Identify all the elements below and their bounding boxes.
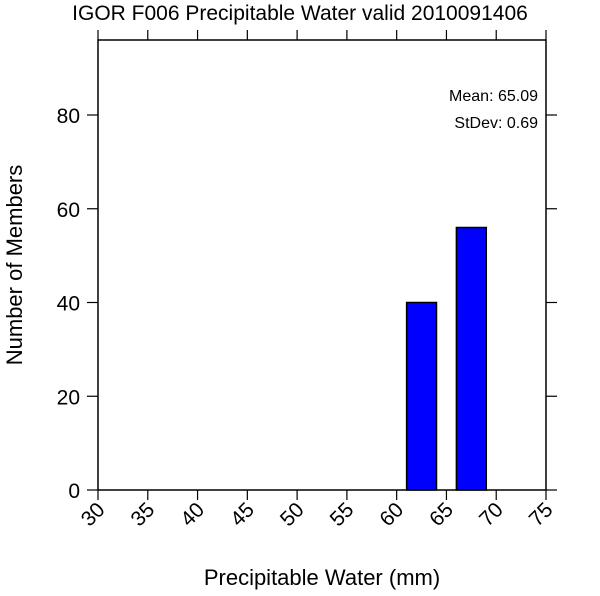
- plot-frame: [97, 39, 547, 491]
- mean-annotation: Mean: 65.09: [449, 88, 538, 105]
- bar-1: [455, 226, 488, 491]
- y-tick-label-1: 20: [57, 386, 80, 409]
- y-tick-label-4: 80: [57, 105, 80, 128]
- x-tick-label-5: 55: [326, 498, 359, 531]
- bar-0: [405, 301, 438, 491]
- y-tick-label-0: 0: [68, 480, 80, 503]
- y-tick-label-3: 60: [57, 199, 80, 222]
- y-tick-label-2: 40: [57, 293, 80, 316]
- x-tick-label-0: 30: [77, 498, 110, 531]
- stdev-annotation: StDev: 0.69: [454, 115, 538, 132]
- x-axis-label: Precipitable Water (mm): [204, 565, 440, 590]
- x-tick-label-8: 70: [475, 498, 508, 531]
- bars-group: [405, 226, 488, 491]
- y-axis-label: Number of Members: [2, 165, 27, 366]
- x-tick-label-6: 60: [375, 498, 408, 531]
- x-tick-label-4: 50: [276, 498, 309, 531]
- chart-title: IGOR F006 Precipitable Water valid 20100…: [72, 2, 528, 25]
- y-axis-ticks: 0 20 40 60 80: [57, 105, 557, 503]
- x-tick-label-2: 40: [176, 498, 209, 531]
- x-tick-label-1: 35: [127, 498, 160, 531]
- x-tick-label-7: 65: [425, 498, 458, 531]
- x-tick-label-9: 75: [525, 498, 558, 531]
- x-tick-label-3: 45: [226, 498, 259, 531]
